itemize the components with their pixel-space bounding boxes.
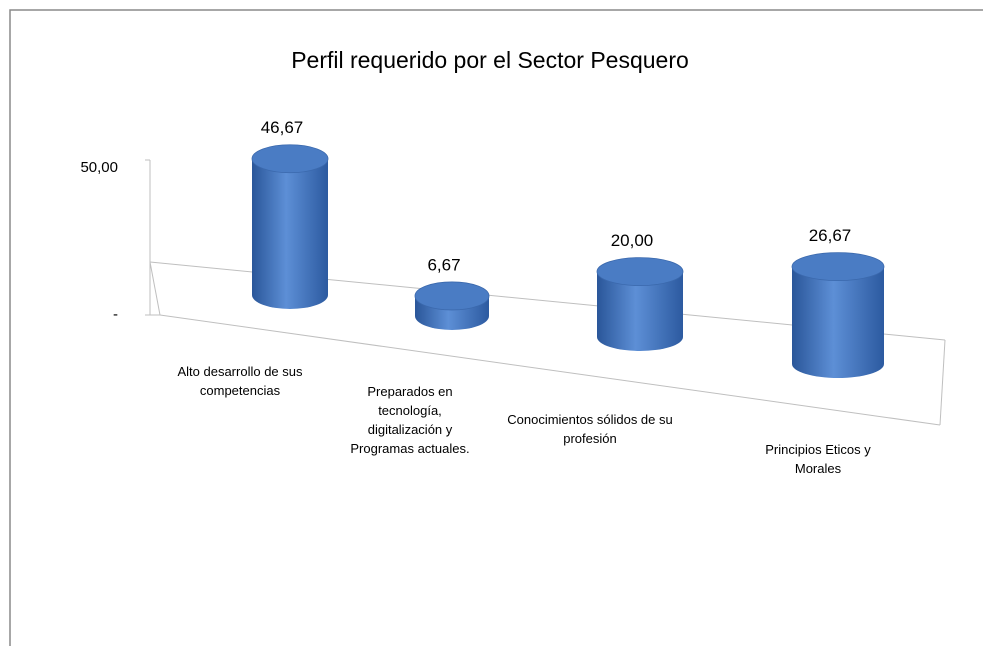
bar	[597, 271, 683, 351]
chart-title: Perfil requerido por el Sector Pesquero	[291, 47, 689, 73]
bar-top	[414, 281, 490, 311]
bar-top	[596, 257, 684, 286]
bar	[252, 158, 328, 309]
category-label: Preparados en tecnología, digitalización…	[350, 384, 470, 456]
y-tick-label: 50,00	[80, 159, 118, 176]
y-tick-label: -	[113, 306, 118, 323]
category-label: Alto desarrollo de sus competencias	[177, 364, 303, 398]
value-label: 6,67	[427, 255, 460, 274]
category-label: Principios Eticos y Morales	[765, 442, 871, 476]
value-label: 26,67	[809, 226, 852, 245]
bar-top	[251, 144, 329, 174]
chart-frame	[9, 9, 983, 646]
value-label: 20,00	[611, 231, 654, 250]
bar	[792, 266, 884, 378]
category-label: Conocimientos sólidos de su profesión	[507, 412, 673, 446]
value-label: 46,67	[261, 118, 304, 137]
bar-top	[791, 252, 885, 282]
